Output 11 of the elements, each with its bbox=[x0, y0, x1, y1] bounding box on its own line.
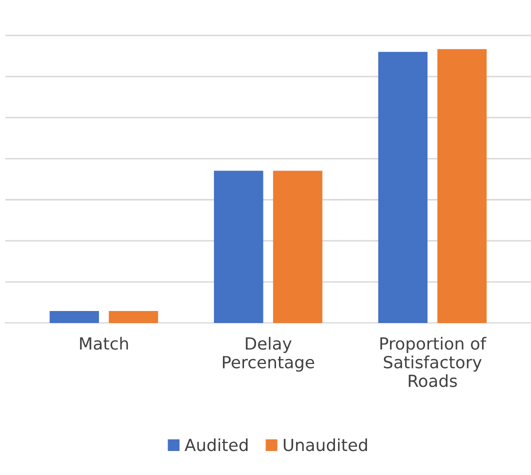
bar bbox=[378, 52, 428, 323]
bar bbox=[50, 310, 99, 323]
bar bbox=[273, 170, 322, 323]
bar bbox=[108, 310, 158, 323]
x-tick-label: Proportion of Satisfactory Roads bbox=[380, 336, 486, 388]
legend-label: Unaudited bbox=[284, 438, 367, 452]
bar bbox=[214, 170, 264, 323]
x-tick-label: Delay Percentage bbox=[222, 336, 314, 372]
bar bbox=[437, 49, 487, 323]
legend-label: Audited bbox=[184, 438, 248, 452]
x-tick-label: Match bbox=[80, 336, 128, 350]
